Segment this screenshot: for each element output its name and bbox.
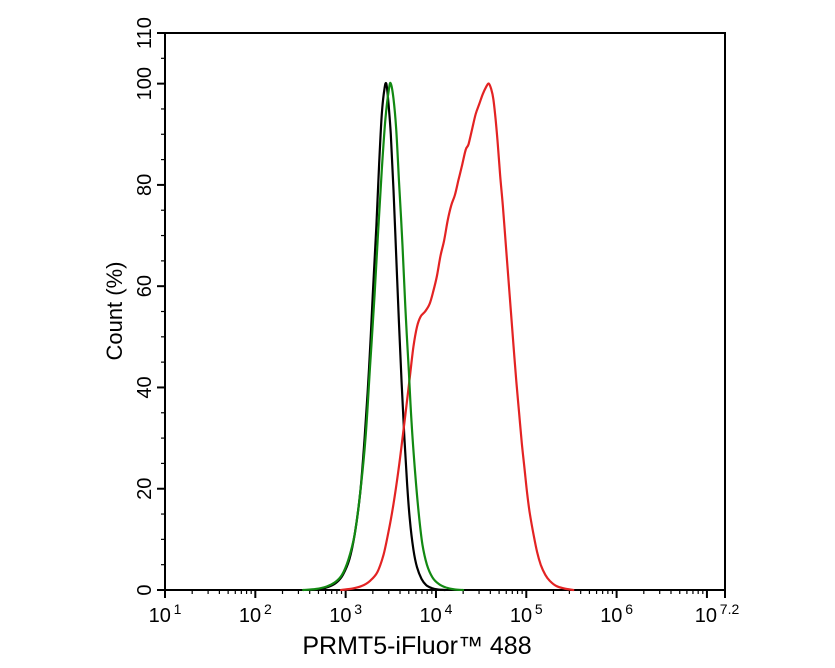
x-tick-label-7.2: 10 7.2 [695,601,740,627]
y-tick-label-20: 20 [134,478,156,500]
y-axis-title: Count (%) [102,261,127,360]
x-tick-label-6: 10 6 [600,601,633,627]
curve-red-curve [340,82,575,592]
y-tick-label-40: 40 [134,376,156,398]
x-tick-label-3: 10 3 [329,601,362,627]
x-tick-label-4: 10 4 [420,601,453,627]
x-tick-label-1: 10 1 [149,601,182,627]
y-tick-label-110: 110 [134,17,156,49]
x-tick-label-2: 10 2 [239,601,272,627]
curve-green-curve [302,81,465,592]
y-tick-label-60: 60 [134,275,156,297]
y-tick-label-0: 0 [134,584,156,595]
generated-chart-layer: 10 1 10 2 10 3 10 4 10 5 10 6 10 7.2 0 20 40 60 80 1… [134,17,739,627]
plot-frame [164,32,726,591]
y-tick-label-80: 80 [134,174,156,196]
x-axis-title: PRMT5-iFluor™ 488 [302,632,531,660]
x-tick-label-5: 10 5 [510,601,543,627]
curve-black-curve [308,81,447,592]
y-tick-label-100: 100 [134,67,156,100]
